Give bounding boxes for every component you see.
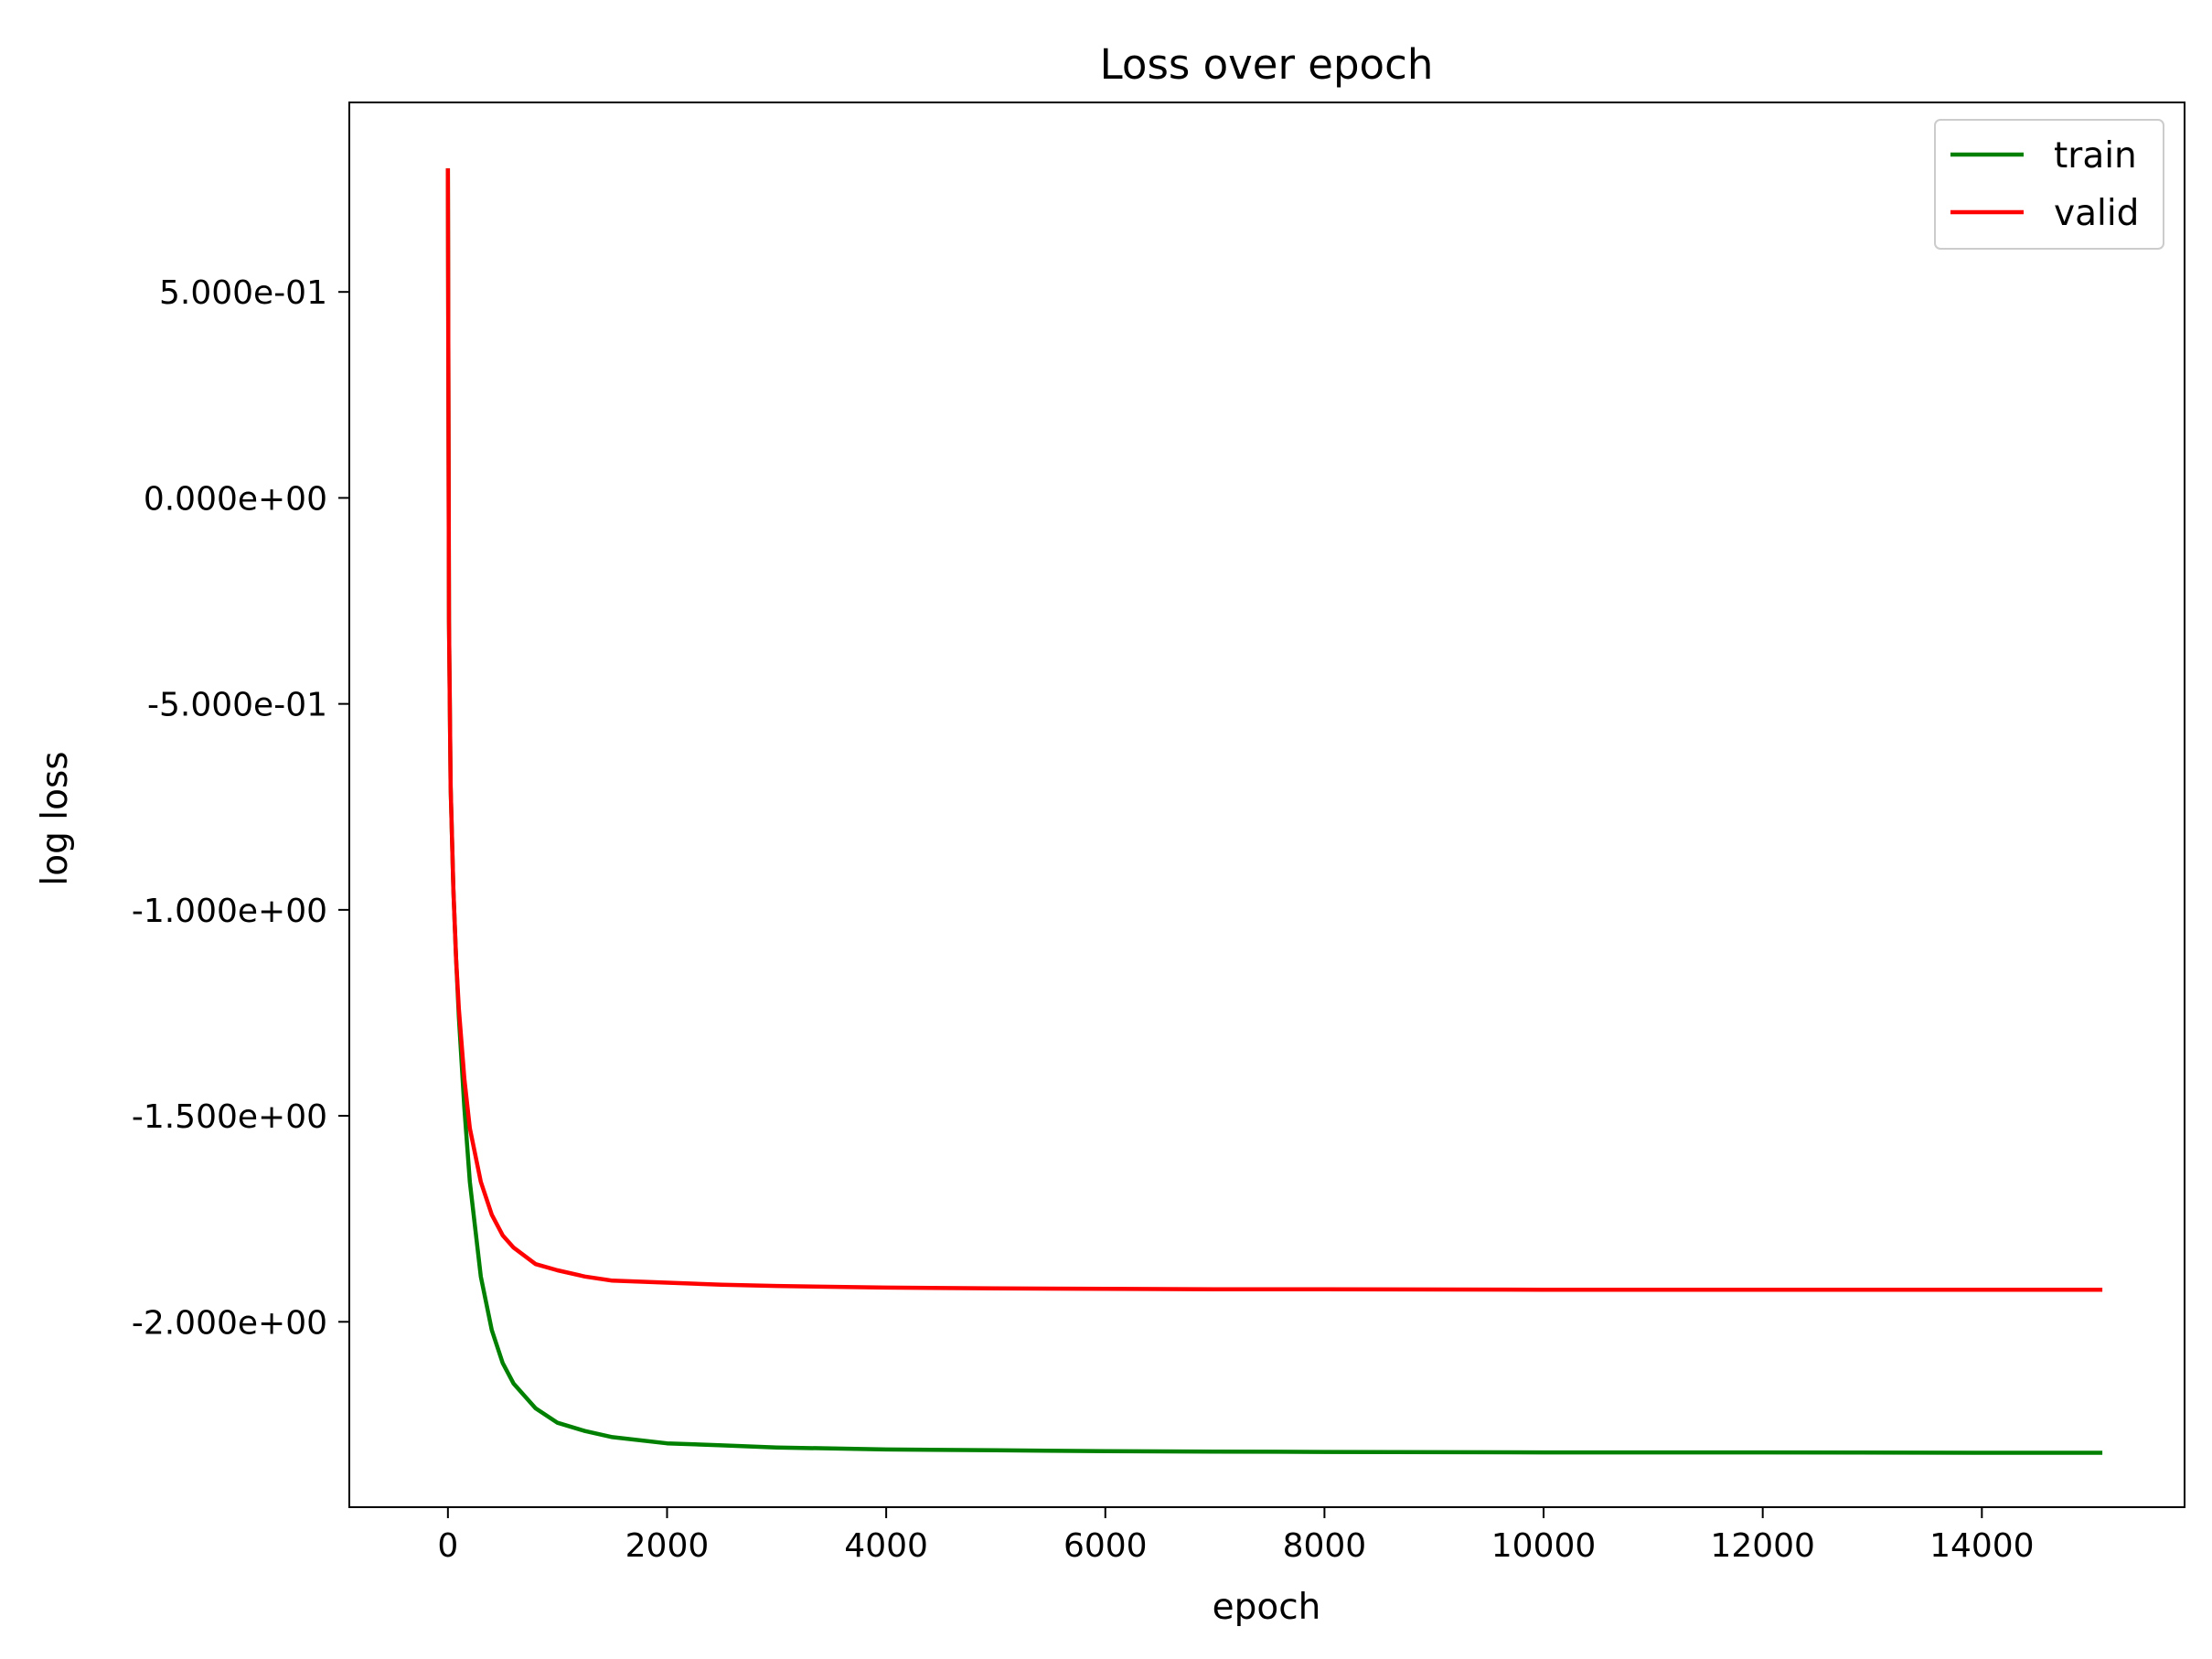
y-axis-title: log loss bbox=[35, 751, 76, 885]
x-tick-label: 4000 bbox=[844, 1527, 928, 1565]
y-tick-label: -2.000e+00 bbox=[132, 1304, 327, 1342]
legend-label-valid: valid bbox=[2054, 193, 2139, 234]
x-tick-label: 12000 bbox=[1710, 1527, 1815, 1565]
x-tick-label: 10000 bbox=[1491, 1527, 1597, 1565]
x-tick-label: 14000 bbox=[1929, 1527, 2035, 1565]
legend: train valid bbox=[1934, 119, 2164, 250]
x-axis-title: epoch bbox=[1213, 1587, 1321, 1628]
series-layer bbox=[445, 168, 2103, 1455]
x-tick-label: 0 bbox=[437, 1527, 458, 1565]
x-tick-label: 2000 bbox=[625, 1527, 710, 1565]
x-tick-label: 6000 bbox=[1063, 1527, 1148, 1565]
y-axis: 5.000e-01 0.000e+00 -5.000e-01 -1.000e+00 -1… bbox=[132, 274, 349, 1342]
x-axis: 0 2000 4000 6000 8000 10000 12000 14000 bbox=[437, 1507, 2035, 1565]
legend-box bbox=[1934, 119, 2164, 250]
x-tick-label: 8000 bbox=[1283, 1527, 1367, 1565]
chart-title: Loss over epoch bbox=[1100, 40, 1434, 89]
y-tick-label: -1.000e+00 bbox=[132, 893, 327, 930]
y-tick-label: -5.000e-01 bbox=[147, 687, 327, 724]
series-line-valid bbox=[445, 168, 2103, 1292]
legend-label-train: train bbox=[2054, 135, 2137, 177]
y-tick-label: 5.000e-01 bbox=[159, 274, 327, 312]
y-tick-label: -1.500e+00 bbox=[132, 1098, 327, 1136]
plot-frame bbox=[348, 102, 2185, 1508]
y-tick-label: 0.000e+00 bbox=[144, 480, 327, 518]
